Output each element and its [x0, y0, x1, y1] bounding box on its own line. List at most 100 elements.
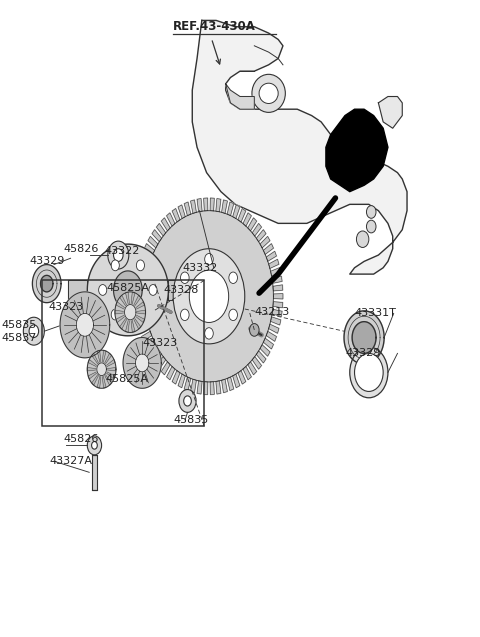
Polygon shape — [92, 374, 99, 385]
Polygon shape — [274, 294, 283, 299]
Polygon shape — [135, 302, 145, 308]
Polygon shape — [227, 377, 234, 390]
Polygon shape — [266, 251, 276, 261]
Circle shape — [204, 327, 213, 339]
Polygon shape — [243, 213, 252, 226]
Text: 43329: 43329 — [345, 348, 380, 359]
Circle shape — [250, 324, 259, 336]
Polygon shape — [131, 292, 135, 305]
Polygon shape — [233, 374, 240, 388]
Polygon shape — [264, 338, 274, 349]
Polygon shape — [88, 371, 97, 379]
Polygon shape — [148, 236, 158, 248]
Polygon shape — [252, 357, 262, 369]
Polygon shape — [120, 295, 127, 306]
Polygon shape — [233, 205, 240, 218]
Polygon shape — [238, 371, 246, 384]
Polygon shape — [33, 264, 61, 303]
Text: 43213: 43213 — [254, 307, 289, 317]
Polygon shape — [123, 338, 161, 389]
Polygon shape — [269, 259, 279, 268]
Polygon shape — [272, 276, 282, 283]
Polygon shape — [271, 317, 281, 325]
Polygon shape — [352, 322, 376, 354]
Bar — [92, 455, 97, 490]
Polygon shape — [87, 244, 168, 336]
Polygon shape — [172, 208, 180, 222]
Circle shape — [173, 248, 245, 344]
Polygon shape — [273, 302, 283, 308]
Polygon shape — [152, 351, 162, 363]
Polygon shape — [125, 319, 130, 333]
Polygon shape — [378, 97, 402, 128]
Polygon shape — [120, 318, 127, 329]
Text: 45826: 45826 — [63, 434, 99, 444]
Text: 43323: 43323 — [142, 338, 178, 348]
Circle shape — [24, 317, 44, 345]
Polygon shape — [192, 20, 407, 274]
Polygon shape — [210, 198, 214, 211]
Polygon shape — [226, 84, 254, 109]
Polygon shape — [256, 230, 266, 241]
Polygon shape — [136, 276, 146, 283]
Polygon shape — [144, 211, 274, 382]
Polygon shape — [161, 362, 170, 375]
Polygon shape — [60, 292, 110, 358]
Polygon shape — [135, 294, 144, 299]
Circle shape — [350, 347, 388, 397]
Polygon shape — [264, 243, 274, 254]
Polygon shape — [76, 313, 94, 336]
Polygon shape — [97, 350, 101, 363]
Polygon shape — [135, 315, 144, 322]
Polygon shape — [167, 366, 175, 380]
Circle shape — [87, 436, 102, 455]
Text: 43331T: 43331T — [355, 308, 396, 318]
Text: 45825A: 45825A — [107, 283, 149, 293]
Polygon shape — [178, 374, 185, 388]
Polygon shape — [197, 381, 202, 394]
Polygon shape — [260, 345, 270, 356]
Polygon shape — [156, 357, 166, 369]
Circle shape — [114, 248, 123, 261]
Text: REF.43-430A: REF.43-430A — [173, 20, 256, 33]
Polygon shape — [252, 224, 262, 236]
Polygon shape — [272, 310, 282, 317]
Polygon shape — [142, 251, 152, 261]
Polygon shape — [136, 310, 146, 317]
Polygon shape — [172, 371, 180, 384]
Polygon shape — [184, 202, 191, 215]
Polygon shape — [133, 295, 141, 306]
Polygon shape — [238, 208, 246, 222]
Ellipse shape — [259, 83, 278, 103]
Polygon shape — [222, 200, 228, 213]
Circle shape — [229, 272, 238, 283]
Circle shape — [136, 309, 144, 320]
Polygon shape — [136, 310, 145, 314]
Polygon shape — [243, 366, 252, 380]
Circle shape — [189, 270, 228, 322]
Text: 43322: 43322 — [104, 246, 139, 255]
Polygon shape — [97, 363, 107, 376]
Polygon shape — [271, 268, 281, 276]
Circle shape — [366, 220, 376, 233]
Circle shape — [99, 285, 107, 296]
Circle shape — [357, 231, 369, 247]
Polygon shape — [191, 379, 196, 392]
Circle shape — [29, 325, 38, 338]
Polygon shape — [106, 359, 115, 367]
Circle shape — [179, 390, 196, 412]
Polygon shape — [131, 319, 135, 333]
Polygon shape — [204, 198, 208, 211]
Polygon shape — [248, 218, 257, 231]
Polygon shape — [102, 350, 106, 363]
Text: 43332: 43332 — [183, 262, 218, 273]
Polygon shape — [167, 213, 175, 226]
Text: 45837: 45837 — [1, 333, 37, 343]
Polygon shape — [344, 311, 384, 364]
Polygon shape — [104, 374, 111, 385]
Text: 45835: 45835 — [173, 415, 208, 425]
Polygon shape — [152, 230, 162, 241]
Polygon shape — [102, 375, 106, 388]
Circle shape — [92, 441, 97, 449]
Polygon shape — [248, 362, 257, 375]
